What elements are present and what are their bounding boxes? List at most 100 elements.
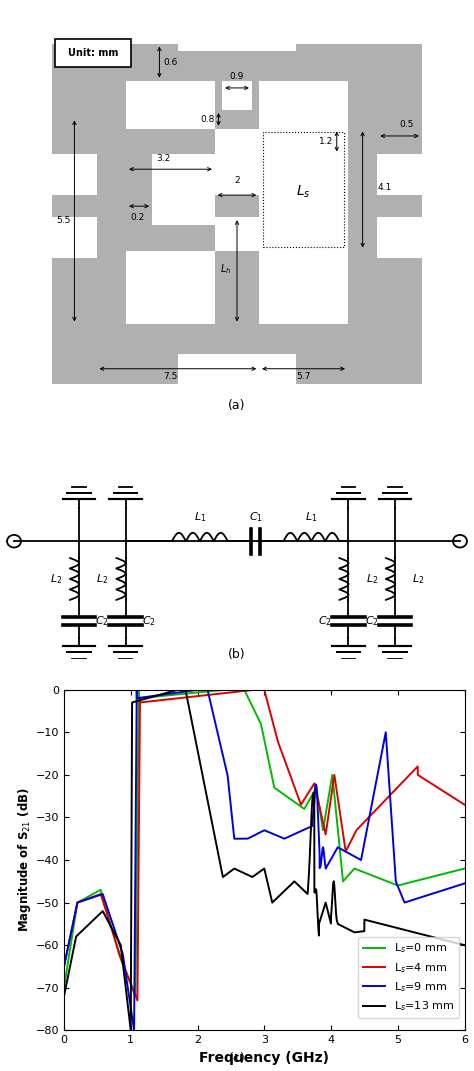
Text: $L_2$: $L_2$ (365, 572, 378, 586)
L$_s$=0 mm (462, 862, 467, 875)
L$_s$=9 mm (212, 715, 218, 728)
L$_s$=13 mm (154, 689, 160, 702)
L$_s$=13 mm (128, 1024, 134, 1037)
Text: 0.6: 0.6 (164, 58, 178, 66)
Bar (348, 195, 422, 217)
Bar (178, 353, 296, 383)
Text: 5.5: 5.5 (56, 216, 71, 226)
L$_s$=0 mm (156, 690, 162, 703)
Bar (322, 129, 348, 251)
Line: L$_s$=9 mm: L$_s$=9 mm (64, 690, 465, 1030)
Bar (222, 80, 252, 110)
Bar (215, 80, 259, 129)
L$_s$=0 mm (212, 684, 218, 697)
Bar (377, 154, 422, 258)
L$_s$=9 mm (459, 878, 465, 891)
L$_s$=13 mm (156, 689, 162, 702)
L$_s$=9 mm (154, 689, 160, 702)
L$_s$=4 mm (251, 683, 257, 696)
Text: 3.2: 3.2 (156, 153, 170, 163)
Bar (126, 80, 348, 325)
L$_s$=4 mm (154, 694, 160, 707)
Line: L$_s$=4 mm: L$_s$=4 mm (64, 690, 465, 1000)
Text: $C_2$: $C_2$ (95, 614, 109, 628)
FancyBboxPatch shape (55, 39, 131, 66)
Text: Unit: mm: Unit: mm (68, 48, 118, 58)
L$_s$=4 mm (158, 694, 164, 707)
Bar (259, 129, 348, 154)
Bar (126, 225, 215, 251)
X-axis label: Frequency (GHz): Frequency (GHz) (199, 1051, 329, 1065)
Text: 0.5: 0.5 (400, 120, 414, 130)
Bar (215, 195, 259, 217)
Text: 7.5: 7.5 (164, 372, 178, 380)
Text: $C_2$: $C_2$ (319, 614, 332, 628)
Bar (126, 129, 215, 154)
Bar (126, 129, 152, 251)
Bar (178, 44, 296, 88)
Bar (259, 154, 322, 225)
Line: L$_s$=13 mm: L$_s$=13 mm (64, 690, 465, 1030)
Text: $L_h$: $L_h$ (220, 262, 231, 276)
L$_s$=13 mm (212, 832, 218, 845)
Bar (259, 225, 348, 251)
Bar (259, 129, 348, 251)
L$_s$=13 mm (174, 683, 180, 696)
L$_s$=9 mm (61, 960, 67, 972)
L$_s$=13 mm (459, 938, 465, 951)
L$_s$=4 mm (135, 994, 140, 1007)
L$_s$=0 mm (459, 863, 465, 876)
Bar (97, 51, 126, 353)
L$_s$=9 mm (195, 683, 201, 696)
Bar (215, 251, 259, 325)
Y-axis label: Magnitude of S$_{21}$ (dB): Magnitude of S$_{21}$ (dB) (16, 787, 33, 933)
Bar (97, 51, 377, 80)
Text: (b): (b) (228, 648, 246, 661)
Legend: L$_s$=0 mm, L$_s$=4 mm, L$_s$=9 mm, L$_s$=13 mm: L$_s$=0 mm, L$_s$=4 mm, L$_s$=9 mm, L$_s… (358, 937, 459, 1017)
Bar (377, 118, 422, 154)
L$_s$=0 mm (133, 990, 138, 1002)
L$_s$=4 mm (156, 694, 162, 707)
Text: 0.2: 0.2 (130, 213, 145, 222)
Text: $C_2$: $C_2$ (365, 614, 379, 628)
L$_s$=13 mm (241, 866, 246, 879)
Text: $C_1$: $C_1$ (248, 511, 263, 525)
L$_s$=4 mm (212, 688, 218, 700)
L$_s$=0 mm (221, 683, 227, 696)
L$_s$=13 mm (462, 938, 467, 952)
Text: 2: 2 (234, 176, 240, 185)
L$_s$=0 mm (154, 690, 160, 703)
L$_s$=9 mm (241, 832, 246, 845)
Text: 0.8: 0.8 (200, 115, 215, 124)
Text: $L_2$: $L_2$ (412, 572, 424, 586)
L$_s$=13 mm (61, 990, 67, 1002)
L$_s$=9 mm (156, 689, 162, 702)
Text: $L_s$: $L_s$ (296, 183, 311, 199)
Text: 1.2: 1.2 (319, 137, 333, 146)
Text: $C_2$: $C_2$ (142, 614, 155, 628)
L$_s$=4 mm (459, 796, 465, 809)
Bar (52, 195, 126, 217)
Bar (52, 118, 97, 154)
L$_s$=13 mm (158, 688, 164, 700)
L$_s$=9 mm (158, 689, 164, 702)
Bar (52, 154, 97, 258)
L$_s$=4 mm (241, 684, 246, 697)
Bar (52, 258, 97, 295)
Text: 4.1: 4.1 (377, 183, 392, 192)
Text: $L_1$: $L_1$ (193, 511, 206, 525)
Bar (377, 258, 422, 295)
Text: (c): (c) (228, 1052, 246, 1065)
Text: 5.7: 5.7 (296, 372, 310, 380)
L$_s$=9 mm (462, 877, 467, 890)
L$_s$=4 mm (61, 960, 67, 972)
Line: L$_s$=0 mm: L$_s$=0 mm (64, 690, 465, 996)
Bar (97, 325, 377, 353)
Text: (a): (a) (228, 399, 246, 412)
Bar (263, 132, 344, 246)
Bar (348, 51, 377, 353)
Text: 0.9: 0.9 (230, 73, 244, 81)
L$_s$=0 mm (241, 683, 246, 696)
L$_s$=9 mm (131, 1024, 137, 1037)
L$_s$=0 mm (158, 690, 164, 703)
